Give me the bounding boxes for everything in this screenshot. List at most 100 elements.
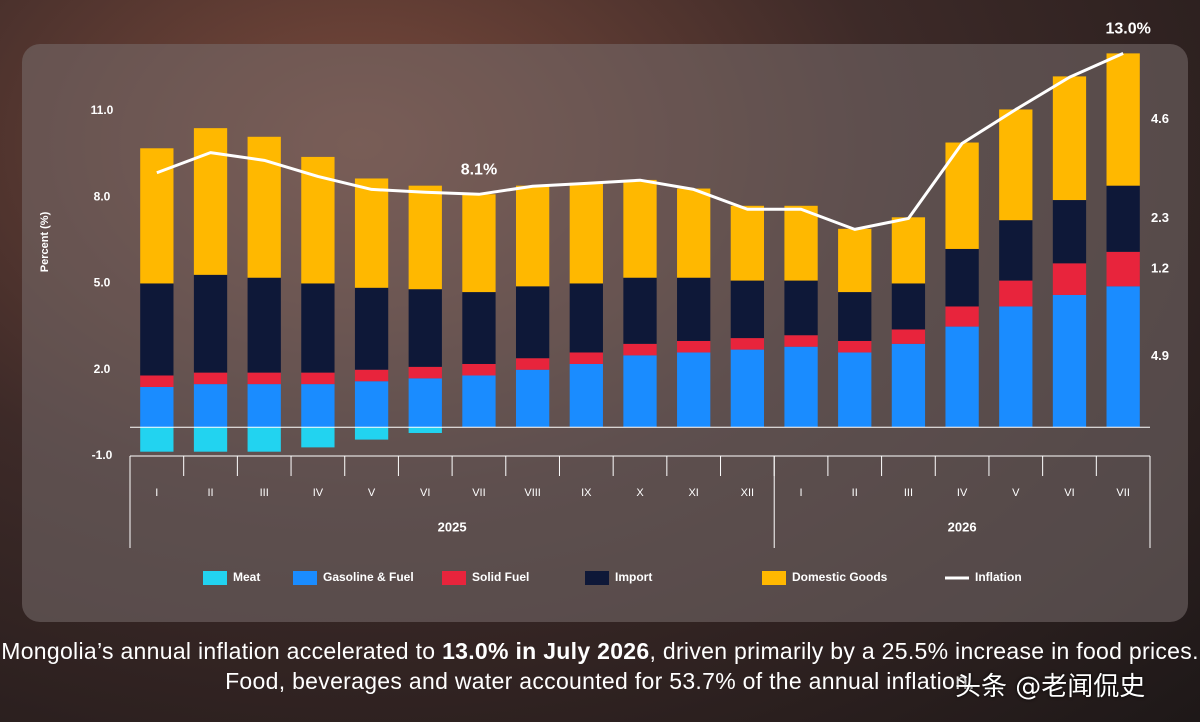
legend-label: Gasoline & Fuel <box>323 570 414 584</box>
bar-segment <box>945 306 979 327</box>
bar-segment <box>515 358 550 370</box>
bar-segment <box>247 372 281 385</box>
bar-segment <box>838 292 872 341</box>
bar-segment <box>677 340 711 353</box>
bar-segment <box>1052 294 1087 428</box>
bar-segment <box>247 427 281 452</box>
caption-text: Mongolia’s annual inflation accelerated … <box>1 638 443 664</box>
x-tick-label: I <box>155 487 158 499</box>
bar-segment <box>1052 263 1087 295</box>
bar-segment <box>677 352 711 428</box>
bar-segment <box>1052 200 1087 264</box>
caption: Mongolia’s annual inflation accelerated … <box>0 636 1200 696</box>
bar-segment <box>354 287 389 370</box>
legend-label: Domestic Goods <box>792 570 888 584</box>
line-label: 13.0% <box>1105 21 1150 38</box>
legend-label: Inflation <box>975 570 1022 584</box>
x-tick-label: V <box>368 487 376 499</box>
bar-segment <box>730 349 765 428</box>
bar-segment <box>784 346 818 428</box>
bar-segment <box>891 217 926 284</box>
y-axis-label: Percent (%) <box>39 211 51 272</box>
bar-segment <box>515 286 550 359</box>
bar-segment <box>1106 286 1140 428</box>
bar-segment <box>569 283 603 353</box>
bar-segment <box>301 283 335 373</box>
segment-label: 4.6 <box>1151 111 1169 126</box>
bar-segment <box>193 384 228 428</box>
bar-segment <box>301 427 335 448</box>
bar-segment <box>891 343 926 428</box>
bar-segment <box>354 178 389 288</box>
y-tick-label: 5.0 <box>94 276 111 290</box>
bar-segment <box>193 128 228 275</box>
y-tick-label: 11.0 <box>91 103 114 117</box>
bar-segment <box>1052 76 1087 201</box>
bar-segment <box>730 205 765 281</box>
bar-segment <box>515 185 550 287</box>
bar-segment <box>838 340 872 353</box>
segment-label: 1.2 <box>1151 261 1169 276</box>
x-tick-label: I <box>800 487 803 499</box>
x-tick-label: X <box>636 487 644 499</box>
x-tick-label: II <box>852 487 858 499</box>
bar-segment <box>193 372 228 385</box>
x-tick-label: III <box>904 487 913 499</box>
x-tick-label: III <box>260 487 269 499</box>
bar-segment <box>140 427 174 452</box>
watermark: 头条 @老闻侃史 <box>955 672 1146 702</box>
inflation-line <box>156 52 1124 231</box>
bar-segment <box>784 280 818 336</box>
legend-swatch <box>293 571 317 585</box>
caption-bold: 13.0% in July 2026 <box>442 638 650 664</box>
bar-segment <box>408 185 442 290</box>
bar-segment <box>1106 185 1140 252</box>
legend-swatch <box>585 571 609 585</box>
y-tick-label: -1.0 <box>92 448 113 462</box>
bar-segment <box>140 148 174 284</box>
x-tick-label: II <box>207 487 213 499</box>
bar-segment <box>891 329 926 344</box>
x-tick-label: XII <box>741 487 754 499</box>
bar-segment <box>623 355 657 428</box>
legend-label: Meat <box>233 570 260 584</box>
bar-segment <box>354 427 389 440</box>
bar-segment <box>730 280 765 339</box>
bar-segment <box>462 194 496 293</box>
bar-segment <box>999 220 1033 281</box>
bar-segment <box>999 280 1033 307</box>
bar-segment <box>140 386 174 428</box>
bar-segment <box>1106 53 1140 186</box>
bar-segment <box>408 427 442 433</box>
bar-segment <box>999 306 1033 428</box>
bar-segment <box>140 283 174 376</box>
bar-segment <box>891 283 926 330</box>
segment-label: 4.9 <box>1151 348 1169 363</box>
bar-segment <box>301 384 335 428</box>
x-tick-label: V <box>1012 487 1020 499</box>
bar-segment <box>677 188 711 278</box>
x-tick-label: VIII <box>524 487 541 499</box>
legend-label: Import <box>615 570 652 584</box>
bar-segment <box>408 378 442 428</box>
bar-segment <box>462 375 496 428</box>
x-tick-label: VII <box>1116 487 1129 499</box>
legend-label: Solid Fuel <box>472 570 529 584</box>
bar-segment <box>408 366 442 379</box>
bar-segment <box>623 277 657 344</box>
bar-segment <box>623 343 657 356</box>
bar-segment <box>784 335 818 347</box>
bar-segment <box>569 363 603 428</box>
bar-segment <box>999 109 1033 221</box>
x-tick-label: IX <box>581 487 592 499</box>
bar-segment <box>354 381 389 428</box>
bar-segment <box>569 182 603 284</box>
x-tick-label: IV <box>313 487 324 499</box>
bar-segment <box>408 289 442 367</box>
x-tick-label: XI <box>688 487 698 499</box>
x-tick-label: VI <box>1064 487 1074 499</box>
group-label: 2025 <box>438 519 467 534</box>
legend-swatch <box>442 571 466 585</box>
